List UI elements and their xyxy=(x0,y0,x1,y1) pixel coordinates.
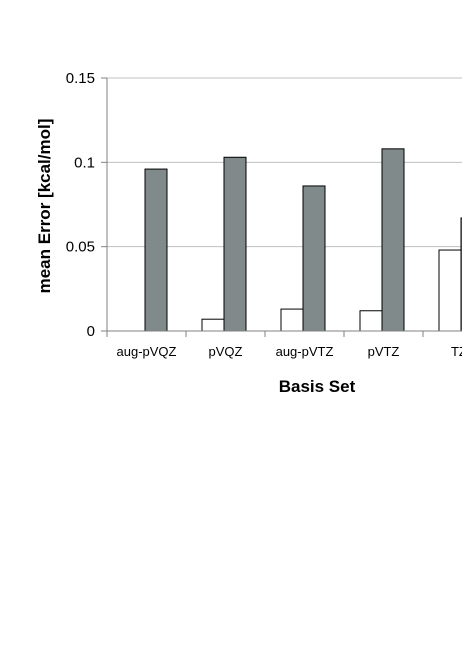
y-tick-label: 0.15 xyxy=(66,70,95,87)
x-axis-title: Basis Set xyxy=(279,377,356,396)
bar-series-2 xyxy=(144,168,168,332)
x-category-label: TZ2 xyxy=(451,344,462,359)
axes xyxy=(101,77,462,337)
bar-series-1 xyxy=(438,249,462,332)
y-axis-title: mean Error [kcal/mol] xyxy=(35,119,54,294)
bar-series-1 xyxy=(280,308,304,332)
x-category-label: aug-pVQZ xyxy=(117,344,177,359)
bar-series-2 xyxy=(381,148,405,332)
x-category-labels: aug-pVQZ pVQZ aug-pVTZ pVTZ TZ2 xyxy=(117,344,462,359)
y-tick-labels: 0 0.05 0.1 0.15 xyxy=(66,70,95,340)
bar-series-1 xyxy=(201,318,225,332)
bar-series-1 xyxy=(359,310,383,332)
bar-series-2 xyxy=(302,185,326,332)
x-category-label: pVTZ xyxy=(368,344,400,359)
y-tick-label: 0.1 xyxy=(74,154,95,171)
y-tick-label: 0.05 xyxy=(66,239,95,256)
x-category-label: pVQZ xyxy=(209,344,243,359)
x-category-label: aug-pVTZ xyxy=(276,344,334,359)
bars xyxy=(144,148,462,332)
bar-series-2 xyxy=(223,156,247,332)
y-tick-label: 0 xyxy=(87,323,95,340)
